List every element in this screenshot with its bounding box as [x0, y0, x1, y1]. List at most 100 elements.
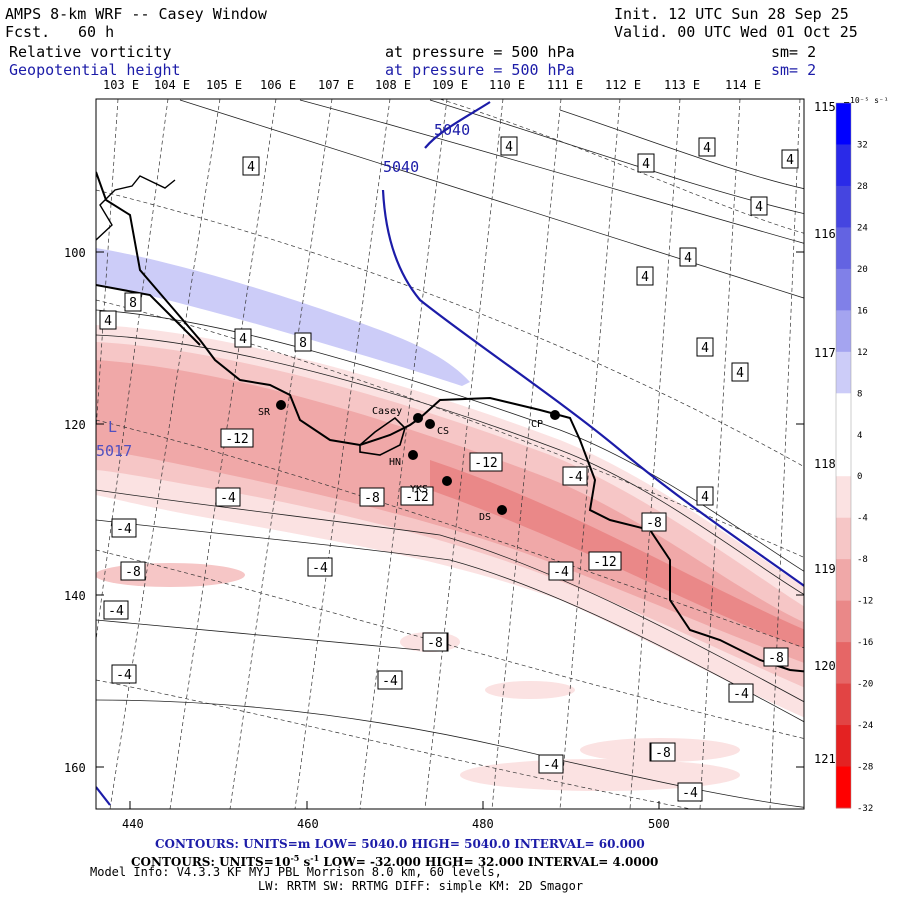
axis-labels: 440 460 480 500 100 120 140 160: [64, 246, 670, 831]
colorbar-swatch: [836, 103, 851, 145]
vorticity-label: -4: [553, 565, 569, 580]
field1-level: at pressure = 500 hPa: [385, 43, 575, 61]
longitude-top-labels: 103 E 104 E 105 E 106 E 107 E 108 E 109 …: [103, 78, 761, 92]
lon-label-top-2: 105 E: [206, 78, 242, 92]
vorticity-label: 4: [703, 141, 711, 156]
field2-name: Geopotential height: [9, 61, 181, 79]
colorbar-swatch: [836, 393, 851, 436]
vorticity-label: -4: [382, 674, 398, 689]
colorbar-label: -32: [857, 804, 873, 814]
vorticity-label-box: [637, 153, 655, 173]
vorticity-label-box: [696, 486, 714, 506]
plot-area: [96, 99, 804, 809]
station-dot: [413, 413, 423, 423]
vorticity-label-box: [728, 683, 754, 703]
station-dot: [408, 450, 418, 460]
low-symbol: L: [108, 418, 117, 436]
vorticity-label: -4: [733, 687, 749, 702]
station-dot: [442, 476, 452, 486]
colorbar-label: 12: [857, 348, 868, 358]
vorticity-label-box: [781, 149, 799, 169]
vorticity-label: -4: [312, 561, 328, 576]
vorticity-label-box: [120, 561, 146, 581]
colorbar-swatch: [836, 476, 851, 519]
colorbar-label: 32: [857, 140, 868, 150]
y-tick-label: 120: [64, 418, 86, 432]
vorticity-label: 4: [701, 341, 709, 356]
station-label: HN: [389, 457, 401, 468]
vorticity-label-box: [215, 487, 241, 507]
vorticity-label-box: [500, 136, 518, 156]
vorticity-label-box: [731, 362, 749, 382]
vorticity-label-box: [588, 551, 622, 571]
station-label: CS: [437, 426, 449, 437]
vorticity-label-box: [111, 664, 137, 684]
colorbar-swatch: [836, 559, 851, 602]
vorticity-label-box: [538, 754, 564, 774]
vort-info-a: CONTOURS: UNITS=10: [131, 855, 291, 869]
lon-label-top-10: 113 E: [664, 78, 700, 92]
longitude-grid: [96, 99, 801, 809]
vorticity-label: 4: [786, 153, 794, 168]
vorticity-label: -8: [427, 636, 443, 651]
lon-label-top-11: 114 E: [725, 78, 761, 92]
vorticity-label: 4: [505, 140, 513, 155]
lon-label-top-8: 111 E: [547, 78, 583, 92]
colorbar-label: -16: [857, 638, 873, 648]
coastline-north: [96, 175, 176, 241]
height-label: 5040: [383, 158, 419, 176]
colorbar-unit: 10⁻⁵ s⁻¹: [850, 96, 889, 105]
lon-label-top-3: 106 E: [260, 78, 296, 92]
vorticity-label-box: [103, 600, 129, 620]
height-labels: 5040 5040: [383, 121, 470, 176]
map-title: AMPS 8-km WRF -- Casey Window: [5, 5, 267, 23]
colorbar-label: -28: [857, 763, 873, 773]
colorbar-label: 8: [857, 389, 862, 399]
height-contour-5040-upper: [424, 101, 491, 149]
vorticity-label-box: [124, 292, 142, 312]
vorticity-label-box: [469, 452, 503, 472]
station-markers: SR Casey CS CP HN YKS DS: [258, 400, 560, 523]
vorticity-label: -12: [474, 456, 497, 471]
vorticity-label-box: [422, 632, 448, 652]
x-tick-label: 460: [297, 817, 319, 831]
colorbar-swatch: [836, 268, 851, 311]
vorticity-label-box: [562, 466, 588, 486]
field2-smoothing: sm= 2: [771, 61, 817, 79]
colorbar-label: -4: [857, 514, 868, 524]
lon-label-top-5: 108 E: [375, 78, 411, 92]
valid-time: Valid. 00 UTC Wed 01 Oct 25: [614, 23, 858, 41]
station-dot: [276, 400, 286, 410]
vorticity-label: 4: [247, 160, 255, 175]
low-center: L 5017: [96, 418, 132, 460]
low-value: 5017: [96, 442, 132, 460]
lon-label-top-9: 112 E: [605, 78, 641, 92]
colorbar-label: -24: [857, 721, 873, 731]
station-dot: [425, 419, 435, 429]
strong-negative-core: [96, 360, 804, 663]
vorticity-label: -12: [405, 490, 428, 505]
vorticity-blob: [96, 563, 245, 587]
x-tick-label: 480: [472, 817, 494, 831]
vorticity-label-box: [750, 196, 768, 216]
vorticity-label: 8: [299, 336, 307, 351]
vorticity-label-box: [400, 486, 434, 506]
forecast-hours: 60 h: [78, 23, 115, 41]
vorticity-blob: [485, 681, 575, 699]
vorticity-blob: [460, 759, 740, 791]
vorticity-label-box: [698, 137, 716, 157]
vorticity-label-box: [359, 487, 385, 507]
vorticity-label: -4: [567, 470, 583, 485]
vorticity-label: -8: [655, 746, 671, 761]
colorbar-swatch: [836, 725, 851, 768]
vorticity-label-box: [763, 647, 789, 667]
coastline-west: [96, 284, 201, 346]
station-label: YKS: [410, 484, 428, 495]
forecast-label: Fcst.: [5, 23, 51, 41]
y-tick-label: 140: [64, 589, 86, 603]
vorticity-label-box: [641, 512, 667, 532]
vorticity-label-box: [234, 328, 252, 348]
vorticity-label-box: [679, 247, 697, 267]
vort-info-b: s: [299, 855, 311, 869]
station-label: SR: [258, 407, 271, 418]
